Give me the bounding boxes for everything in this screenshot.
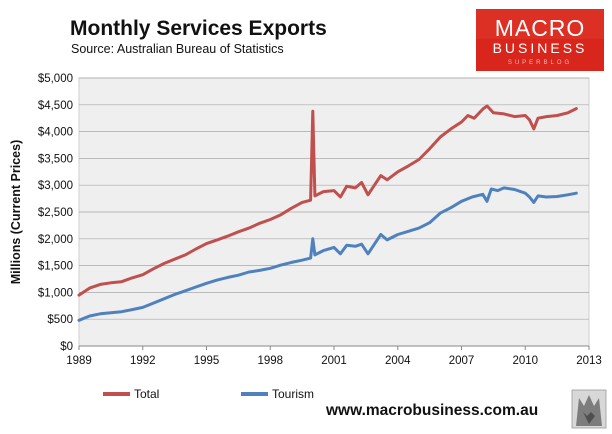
- x-tick-label: 1992: [130, 355, 156, 367]
- y-tick-label: $2,500: [38, 207, 73, 219]
- x-tick-label: 2004: [385, 355, 411, 367]
- x-tick-label: 1998: [257, 355, 283, 367]
- series-line-tourism: [77, 186, 578, 322]
- website-url: www.macrobusiness.com.au: [325, 402, 538, 419]
- y-axis-labels: $0 $500 $1,000 $1,500 $2,000 $2,500 $3,000 $3,5…: [38, 73, 73, 353]
- gridlines: [79, 77, 589, 320]
- legend-label-total: Total: [134, 387, 159, 401]
- macrobusiness-logo: MACRO BUSINESS SUPERBLOG: [476, 9, 604, 71]
- logo-gloss: [476, 9, 604, 39]
- y-tick-label: $3,500: [38, 153, 73, 165]
- y-tick-label: $500: [47, 314, 73, 326]
- x-tick-label: 2001: [321, 355, 347, 367]
- x-tick-label: 1989: [66, 355, 92, 367]
- x-axis-ticks: [78, 346, 590, 350]
- y-tick-label: $1,000: [38, 287, 73, 299]
- legend: Total Tourism: [103, 387, 314, 401]
- x-tick-label: 2007: [449, 355, 475, 367]
- x-axis-labels: 1989 1992 1995 1998 2001 2004 2007 2010 2013: [66, 355, 602, 367]
- chart-subtitle: Source: Australian Bureau of Statistics: [71, 42, 284, 56]
- x-tick-label: 2010: [512, 355, 538, 367]
- wolf-icon: [571, 389, 607, 429]
- series-lines: [77, 104, 578, 322]
- legend-label-tourism: Tourism: [272, 387, 314, 401]
- y-tick-label: $4,500: [38, 100, 73, 112]
- chart-title: Monthly Services Exports: [70, 17, 327, 40]
- series-line-total: [77, 104, 578, 297]
- y-axis-label: Millions (Current Prices): [9, 140, 23, 284]
- logo-line3: SUPERBLOG: [508, 60, 572, 66]
- x-tick-label: 2013: [576, 355, 602, 367]
- y-tick-label: $1,500: [38, 261, 73, 273]
- logo-line1: MACRO: [495, 15, 586, 41]
- y-tick-label: $2,000: [38, 234, 73, 246]
- x-tick-label: 1995: [194, 355, 220, 367]
- y-tick-label: $5,000: [38, 73, 73, 85]
- y-tick-label: $3,000: [38, 180, 73, 192]
- logo-line2: BUSINESS: [493, 40, 588, 56]
- y-tick-label: $4,000: [38, 127, 73, 139]
- y-tick-label: $0: [60, 341, 73, 353]
